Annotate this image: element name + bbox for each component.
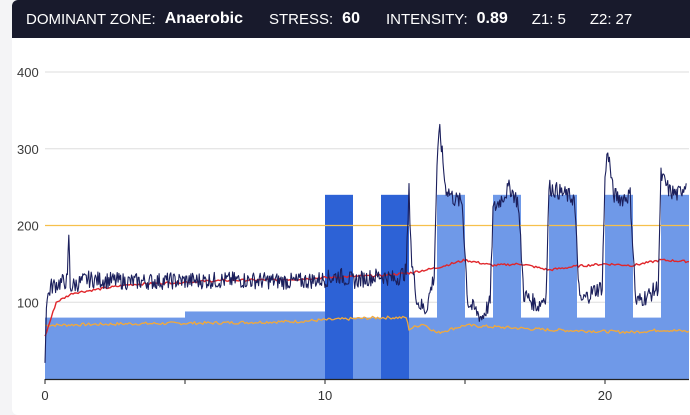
y-tick-label: 200 [17,219,39,234]
workout-blocks [45,194,689,379]
workout-stats-header: DOMINANT ZONE: Anaerobic STRESS: 60 INTE… [12,0,690,38]
cadence-line [44,315,690,334]
y-tick-label: 400 [17,65,39,80]
chart-gridlines [45,71,689,303]
z1-stat: Z1: 5 [532,11,566,28]
z2-value: 27 [615,10,633,28]
power-line [44,123,687,363]
intensity-label: INTENSITY: [385,10,468,28]
intensity-stat: INTENSITY: 0.89 [386,10,508,28]
stress-value: 60 [342,10,360,27]
workout-block-0 [45,317,185,379]
dominant-zone-stat: DOMINANT ZONE: Anaerobic [26,10,243,28]
intensity-value: 0.89 [476,10,508,27]
workout-block-12 [605,194,633,379]
stress-label: STRESS: [268,10,334,28]
z1-label: Z1: [531,10,554,28]
workout-block-5 [409,317,437,379]
workout-block-13 [633,317,661,379]
x-tick-label: 20 [598,388,612,403]
stress-stat: STRESS: 60 [269,10,360,28]
z2-label: Z2: [589,10,612,28]
workout-block-14 [661,194,689,379]
chart-axes: 100 200 300 400 0 10 20 [17,65,689,403]
workout-block-3 [353,317,381,379]
workout-block-2 [325,194,353,379]
workout-block-6 [437,194,465,379]
workout-block-9 [521,317,549,379]
workout-block-11 [577,317,605,379]
y-tick-label: 100 [17,295,39,310]
workout-block-7 [465,317,493,379]
dominant-zone-label: DOMINANT ZONE: [26,10,156,28]
z1-value: 5 [557,10,566,28]
dominant-zone-value: Anaerobic [164,10,243,27]
y-tick-label: 300 [17,142,39,157]
workout-block-8 [493,194,521,379]
x-tick-label: 0 [41,388,48,403]
workout-block-4 [381,194,409,379]
workout-block-10 [549,194,577,379]
x-tick-label: 10 [318,388,332,403]
z2-stat: Z2: 27 [590,11,632,28]
chart-series [44,123,690,363]
